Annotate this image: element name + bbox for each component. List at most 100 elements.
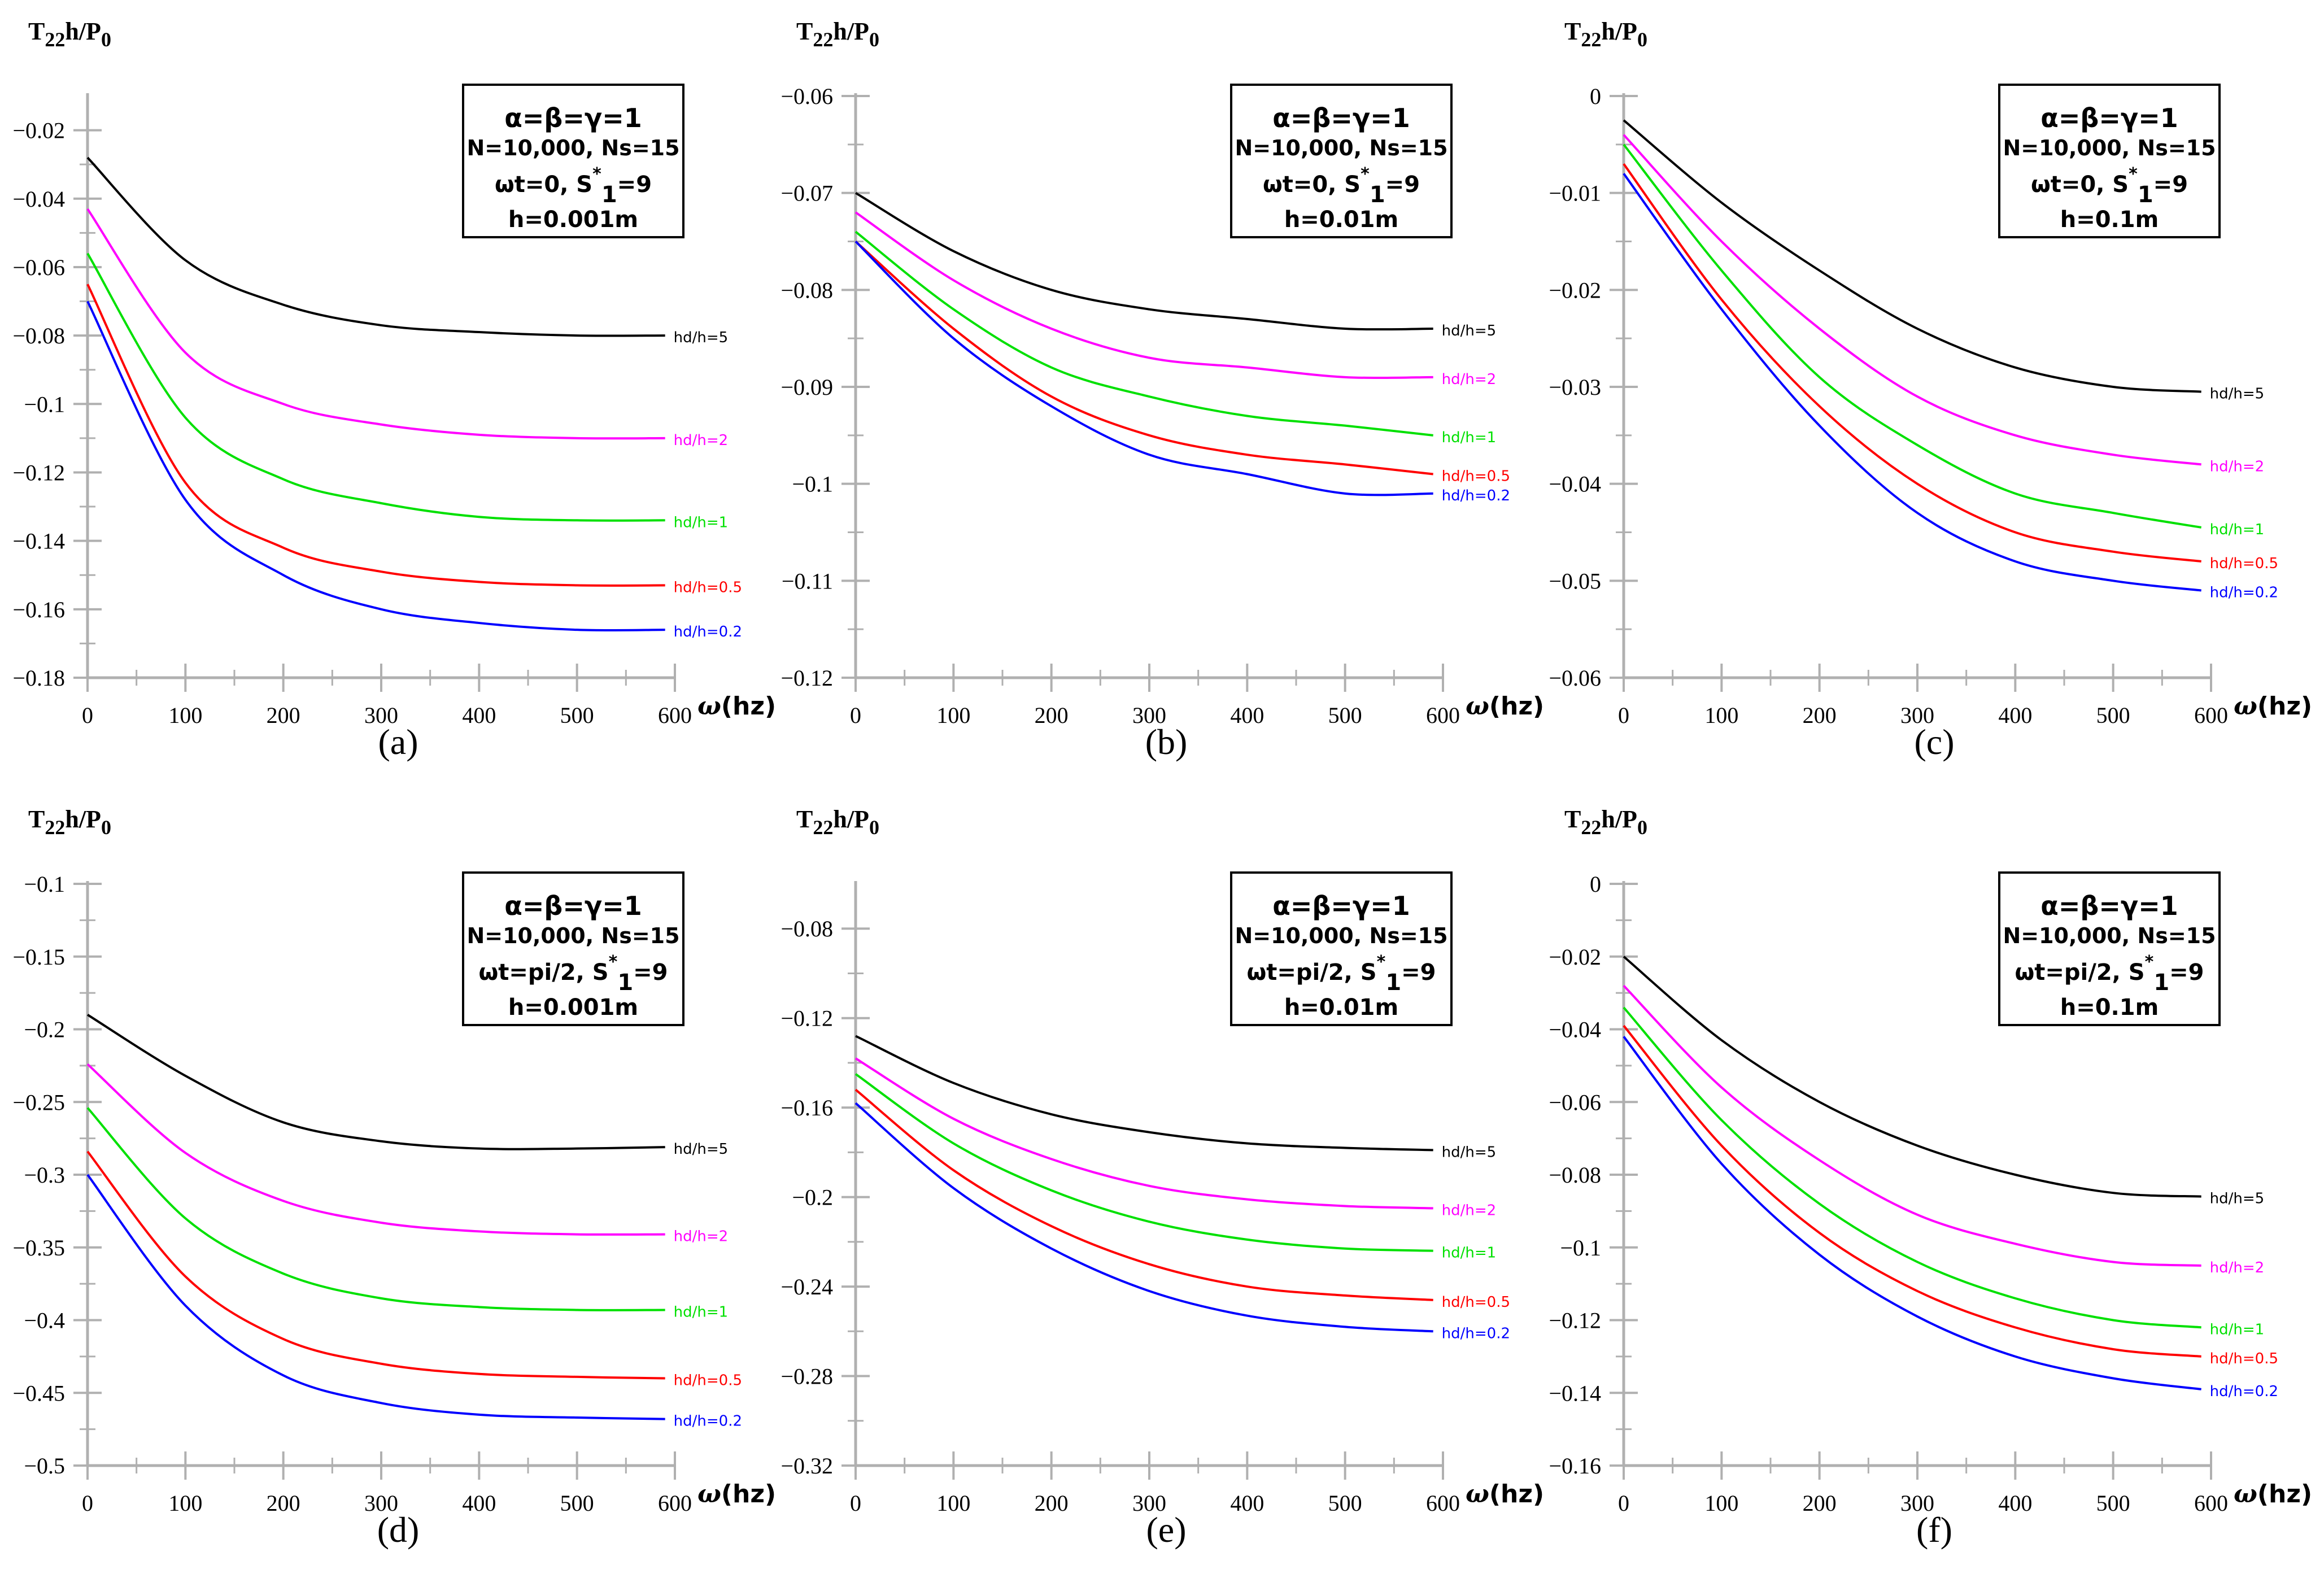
- legend-line-3-sup: *: [592, 164, 601, 184]
- xlabel-omega: ω: [697, 692, 721, 721]
- legend-line-3-pre: ωt=pi/2, S: [1246, 960, 1376, 986]
- legend-line-3-sub: 1: [2153, 970, 2169, 996]
- series-line-hd/h=5: [855, 1035, 1433, 1152]
- series-label: hd/h=0.2: [1442, 1325, 1510, 1342]
- legend-line-3-sup: *: [609, 952, 618, 972]
- xlabel-unit: (hz): [2257, 1480, 2312, 1508]
- series-label: hd/h=0.5: [1442, 468, 1510, 485]
- series-label: hd/h=0.2: [2210, 585, 2278, 601]
- series-label: hd/h=1: [674, 514, 729, 531]
- x-axis-label: ω(hz): [1466, 692, 1544, 721]
- y-tick-label: −0.15: [12, 944, 65, 970]
- series-label: hd/h=0.5: [2210, 555, 2278, 572]
- chart-panel-b: T22h/P0−0.06−0.07−0.08−0.09−0.1−0.11−0.1…: [781, 18, 1544, 762]
- series-label: hd/h=2: [674, 432, 729, 449]
- y-tick-label: −0.02: [1549, 277, 1601, 303]
- legend-line-3-post: =9: [1401, 960, 1436, 986]
- x-tick-label: 600: [2194, 1490, 2228, 1516]
- x-tick-label: 400: [1998, 1490, 2032, 1516]
- series-line-hd/h=5: [1623, 956, 2201, 1198]
- series-label: hd/h=0.5: [1442, 1294, 1510, 1311]
- x-tick-label: 400: [1230, 703, 1264, 728]
- ylabel-sub: 22: [813, 28, 833, 51]
- series-label: hd/h=5: [2210, 1191, 2265, 1207]
- ylabel-mid: h/P: [1601, 805, 1637, 833]
- y-tick-label: −0.1: [24, 391, 65, 417]
- legend-line-1: α=β=γ=1: [504, 891, 642, 921]
- series-label: hd/h=5: [674, 329, 729, 346]
- series-line-hd/h=5: [1623, 119, 2201, 393]
- series-line-hd/h=0.2: [854, 1102, 1433, 1333]
- series-line-hd/h=2: [86, 1063, 665, 1236]
- xlabel-omega: ω: [2234, 692, 2257, 721]
- legend-line-2: N=10,000, Ns=15: [466, 923, 679, 948]
- ylabel-mid: h/P: [1601, 18, 1637, 45]
- x-tick-label: 0: [82, 703, 93, 728]
- x-tick-label: 200: [1803, 1490, 1837, 1516]
- xlabel-unit: (hz): [1489, 692, 1544, 721]
- x-tick-label: 500: [1328, 1490, 1362, 1516]
- legend-line-3-pre: ωt=0, S: [2031, 172, 2129, 198]
- chart-panel-a: T22h/P0−0.02−0.04−0.06−0.08−0.1−0.12−0.1…: [12, 18, 776, 762]
- x-tick-label: 100: [168, 1490, 202, 1516]
- x-axis-label: ω(hz): [2234, 692, 2312, 721]
- series-label: hd/h=0.2: [1442, 487, 1510, 504]
- series-label: hd/h=5: [674, 1141, 729, 1158]
- ylabel-sub: 22: [1581, 28, 1601, 51]
- series-line-hd/h=5: [86, 1014, 665, 1150]
- y-tick-label: −0.16: [781, 1095, 833, 1120]
- y-tick-label: −0.06: [1549, 1089, 1601, 1115]
- y-tick-label: −0.12: [781, 665, 833, 691]
- chart-panel-d: T22h/P0−0.1−0.15−0.2−0.25−0.3−0.35−0.4−0…: [12, 805, 776, 1550]
- legend-line-3: ωt=0, S*1=9: [495, 164, 652, 208]
- xlabel-unit: (hz): [721, 692, 776, 721]
- ylabel-mid: h/P: [65, 18, 101, 45]
- x-tick-label: 100: [936, 1490, 970, 1516]
- legend-line-2: N=10,000, Ns=15: [2003, 923, 2216, 948]
- x-tick-label: 200: [1035, 703, 1069, 728]
- y-tick-label: −0.08: [12, 323, 65, 348]
- y-tick-label: −0.06: [12, 255, 65, 280]
- legend-line-3-post: =9: [633, 960, 668, 986]
- chart-panel-f: T22h/P00−0.02−0.04−0.06−0.08−0.1−0.12−0.…: [1549, 805, 2312, 1550]
- series-label: hd/h=1: [1442, 429, 1497, 446]
- series-label: hd/h=1: [2210, 521, 2265, 538]
- x-tick-label: 600: [2194, 703, 2228, 728]
- y-tick-label: −0.04: [12, 186, 65, 212]
- x-tick-label: 200: [1035, 1490, 1069, 1516]
- x-tick-label: 600: [658, 703, 692, 728]
- legend-line-3-sub: 1: [1385, 970, 1401, 996]
- series-line-hd/h=0.5: [86, 1150, 665, 1380]
- ylabel-sub: 0: [101, 28, 111, 51]
- x-tick-label: 600: [1426, 703, 1460, 728]
- y-tick-label: −0.18: [12, 665, 65, 691]
- y-tick-label: 0: [1590, 871, 1601, 897]
- x-tick-label: 300: [1132, 1490, 1166, 1516]
- ylabel-sub: 0: [101, 816, 111, 839]
- series-line-hd/h=0.5: [86, 284, 665, 587]
- series-line-hd/h=1: [86, 252, 665, 522]
- x-tick-label: 300: [1132, 703, 1166, 728]
- legend-line-4: h=0.1m: [2060, 207, 2159, 233]
- series-line-hd/h=0.2: [86, 300, 665, 632]
- series-line-hd/h=5: [854, 191, 1433, 331]
- legend-line-3-pre: ωt=pi/2, S: [2015, 960, 2144, 986]
- legend-line-3-sub: 1: [1370, 182, 1385, 208]
- legend-line-3-post: =9: [1385, 172, 1420, 198]
- y-tick-label: −0.3: [24, 1162, 65, 1188]
- legend-line-3: ωt=pi/2, S*1=9: [1246, 952, 1436, 996]
- x-tick-label: 400: [462, 1490, 496, 1516]
- series-line-hd/h=2: [854, 211, 1433, 380]
- legend-line-1: α=β=γ=1: [1272, 891, 1410, 921]
- y-tick-label: −0.1: [1560, 1235, 1601, 1261]
- y-tick-label: −0.4: [24, 1308, 65, 1333]
- chart-panel-c: T22h/P00−0.01−0.02−0.03−0.04−0.05−0.060 1…: [1549, 18, 2312, 762]
- series-label: hd/h=2: [2210, 1259, 2265, 1276]
- series-line-hd/h=0.5: [1623, 163, 2201, 563]
- y-tick-label: −0.06: [781, 84, 833, 109]
- series-label: hd/h=2: [674, 1228, 729, 1245]
- panel-label: (a): [378, 722, 418, 762]
- y-tick-label: −0.01: [1549, 181, 1601, 206]
- x-tick-label: 500: [2096, 1490, 2130, 1516]
- series-line-hd/h=1: [854, 1073, 1433, 1252]
